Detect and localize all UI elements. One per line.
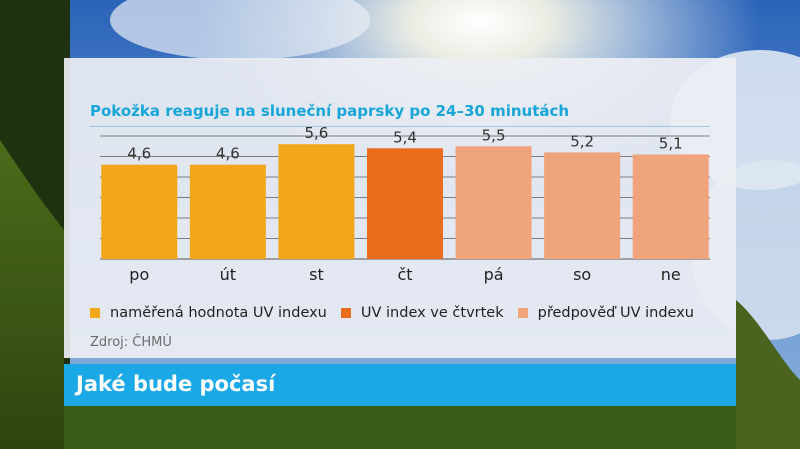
legend: naměřená hodnota UV indexu UV index ve č… [90, 303, 708, 323]
bar-po [101, 164, 178, 259]
source-note: Zdroj: ČHMÚ [90, 335, 172, 350]
bar-st [278, 144, 355, 259]
bar-čt [367, 148, 443, 259]
bar-ne [632, 154, 709, 259]
bar-pá [455, 146, 532, 259]
legend-item-forecast: předpověď UV indexu [517, 305, 694, 321]
title-divider [90, 126, 710, 127]
category-label-st: st [309, 265, 324, 284]
program-banner: Jaké bude počasí [64, 364, 736, 406]
legend-item-measured: naměřená hodnota UV indexu [90, 305, 327, 321]
value-label-čt: 5,4 [393, 128, 417, 146]
value-label-ne: 5,1 [659, 134, 683, 152]
legend-item-thursday: UV index ve čtvrtek [340, 305, 504, 321]
bar-so [544, 152, 621, 259]
category-label-po: po [129, 265, 149, 284]
category-label-út: út [220, 265, 236, 284]
legend-label-measured: naměřená hodnota UV indexu [110, 305, 327, 321]
category-label-ne: ne [661, 265, 681, 284]
chart-title: Pokožka reaguje na sluneční paprsky po 2… [90, 102, 570, 120]
legend-swatch-forecast [517, 308, 528, 318]
category-label-so: so [573, 265, 591, 284]
category-label-čt: čt [397, 265, 412, 284]
value-label-so: 5,2 [570, 132, 594, 150]
value-label-st: 5,6 [304, 124, 328, 142]
bar-út [189, 164, 266, 259]
legend-swatch-thursday [340, 308, 351, 318]
banner-title: Jaké bude počasí [76, 372, 276, 396]
legend-swatch-measured [90, 308, 100, 318]
legend-label-thursday: UV index ve čtvrtek [360, 305, 504, 321]
value-label-út: 4,6 [216, 145, 240, 163]
value-label-pá: 5,5 [482, 126, 506, 144]
category-label-pá: pá [484, 265, 504, 284]
legend-label-forecast: předpověď UV indexu [537, 305, 694, 321]
value-label-po: 4,6 [127, 145, 151, 163]
